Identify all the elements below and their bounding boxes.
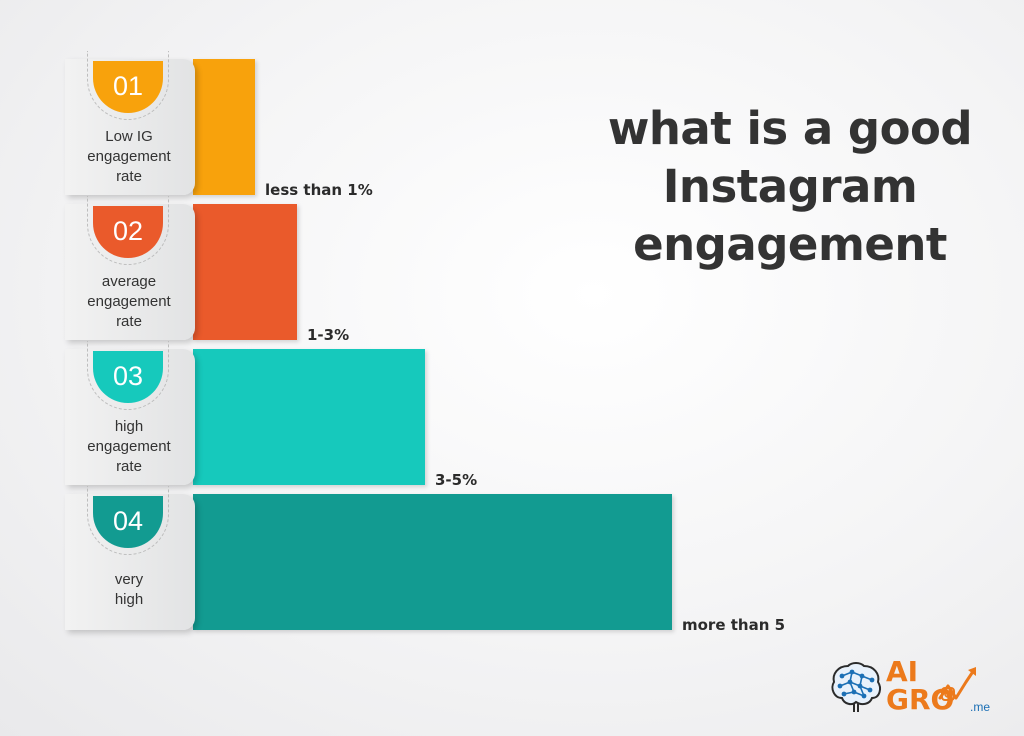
category-label-line: average [101, 273, 157, 290]
category-card-01: 01 Low IG engagement rate [65, 51, 195, 195]
aigrow-logo: AI GRO .me [828, 655, 991, 716]
category-label-line: very [114, 571, 144, 588]
category-card-03: 03 high engagement rate [65, 341, 195, 485]
category-label-02: average engagement rate [65, 272, 193, 332]
category-card-02: 02 average engagement rate [65, 196, 195, 340]
logo-text-line1: AI [886, 655, 919, 688]
category-label-line: engagement [87, 293, 171, 310]
title-line-3: engagement [633, 218, 947, 271]
title-line-2: Instagram [662, 160, 918, 213]
category-label-03: high engagement rate [65, 417, 193, 477]
category-label-line: rate [116, 313, 142, 330]
brain-network-icon [831, 662, 881, 712]
bar-03 [193, 349, 425, 485]
category-label-line: Low IG [105, 128, 153, 145]
bar-01 [193, 59, 255, 195]
logo-suffix: .me [970, 700, 991, 714]
value-label-01: less than 1% [265, 181, 373, 199]
category-label-line: high [114, 591, 144, 608]
title-line-1: what is a good [607, 102, 973, 155]
category-label-line: engagement [87, 148, 171, 165]
category-label-01: Low IG engagement rate [65, 127, 193, 187]
category-label-line: high [114, 418, 144, 435]
bar-04 [193, 494, 672, 630]
bar-02 [193, 204, 297, 340]
category-card-04: 04 very high [65, 486, 195, 630]
category-label-line: rate [116, 458, 142, 475]
category-label-04: very high [65, 570, 193, 610]
value-label-04: more than 5 [682, 616, 786, 634]
value-label-03: 3-5% [435, 471, 478, 489]
chart-title: what is a good Instagram engagement [580, 100, 1000, 274]
growth-arrow-icon [938, 667, 976, 701]
category-label-line: rate [116, 168, 142, 185]
category-label-line: engagement [87, 438, 171, 455]
value-label-02: 1-3% [307, 326, 350, 344]
